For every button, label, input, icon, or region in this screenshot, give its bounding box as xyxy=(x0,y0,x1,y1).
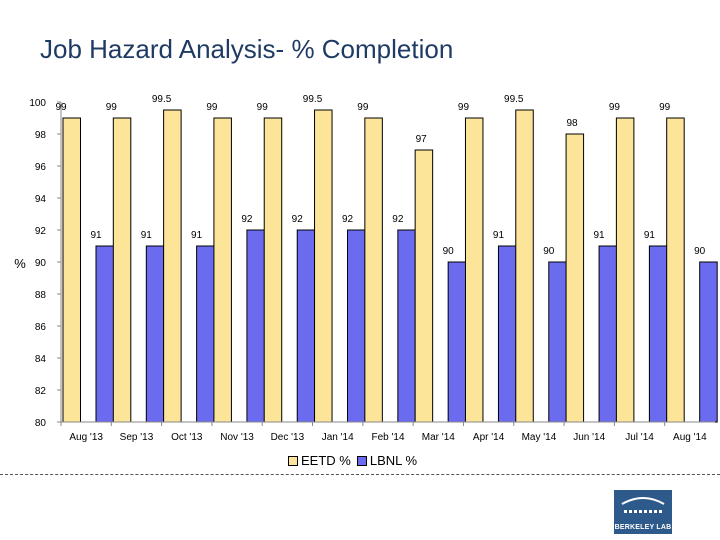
y-tick-label: 88 xyxy=(35,290,47,301)
data-label-eetd: 99.5 xyxy=(152,94,172,105)
y-tick-label: 82 xyxy=(35,386,47,397)
data-label-lbnl: 91 xyxy=(644,230,656,241)
bar-lbnl xyxy=(397,229,416,423)
x-tick-label: Mar '14 xyxy=(422,432,455,443)
bar-lbnl xyxy=(699,261,718,423)
y-tick-label: 90 xyxy=(35,258,47,269)
bar-eetd xyxy=(364,117,383,423)
x-tick-label: Apr '14 xyxy=(473,432,505,443)
data-label-lbnl: 91 xyxy=(191,230,203,241)
bar-eetd xyxy=(263,117,283,423)
data-label-lbnl: 92 xyxy=(292,214,304,225)
bar-lbnl xyxy=(196,245,215,423)
data-label-eetd: 99.5 xyxy=(504,94,524,105)
x-tick-label: Jun '14 xyxy=(573,432,605,443)
data-label-lbnl: 92 xyxy=(392,214,404,225)
data-label-eetd: 99.5 xyxy=(303,94,323,105)
legend-item-lbnl: LBNL % xyxy=(356,453,418,468)
data-label-lbnl: 90 xyxy=(443,246,455,257)
legend-label-eetd: EETD % xyxy=(301,453,351,468)
logo-building-icon xyxy=(621,497,665,513)
data-label-lbnl: 90 xyxy=(694,246,706,257)
bar-eetd xyxy=(112,117,132,423)
y-tick-label: 96 xyxy=(35,162,47,173)
x-tick-label: Jul '14 xyxy=(625,432,654,443)
bar-lbnl xyxy=(497,245,517,423)
data-label-lbnl: 91 xyxy=(594,230,606,241)
bar-eetd xyxy=(615,117,635,423)
data-label-eetd: 97 xyxy=(416,134,428,145)
bar-lbnl xyxy=(296,229,316,423)
bar-eetd xyxy=(565,133,585,423)
x-tick-label: Aug '13 xyxy=(69,432,103,443)
bar-eetd xyxy=(666,117,685,423)
bar-lbnl xyxy=(598,245,618,423)
legend-item-eetd: EETD % xyxy=(288,453,351,468)
data-label-eetd: 99 xyxy=(257,102,269,113)
chart-title: Job Hazard Analysis- % Completion xyxy=(40,34,454,64)
bar-lbnl xyxy=(95,245,114,423)
x-tick-label: Jan '14 xyxy=(322,432,354,443)
y-tick-label: 100 xyxy=(29,98,46,109)
x-tick-label: Aug '14 xyxy=(673,432,707,443)
x-tick-label: Nov '13 xyxy=(220,432,254,443)
y-axis-label: % xyxy=(14,256,26,271)
y-tick-label: 80 xyxy=(35,418,47,429)
y-tick-label: 98 xyxy=(35,130,47,141)
data-label-lbnl: 92 xyxy=(342,214,354,225)
bar-lbnl xyxy=(347,229,366,423)
data-label-eetd: 99 xyxy=(609,102,621,113)
legend: EETD % LBNL % xyxy=(288,453,417,468)
data-label-lbnl: 92 xyxy=(241,214,253,225)
bar-eetd xyxy=(464,117,484,423)
bar-lbnl xyxy=(246,229,265,423)
data-label-eetd: 99 xyxy=(106,102,118,113)
bar-eetd xyxy=(62,117,81,423)
y-tick-label: 94 xyxy=(35,194,47,205)
y-tick-label: 92 xyxy=(35,226,47,237)
bar-eetd xyxy=(414,149,434,423)
x-tick-label: May '14 xyxy=(522,432,557,443)
legend-label-lbnl: LBNL % xyxy=(369,453,418,468)
berkeley-lab-logo: BERKELEY LAB xyxy=(614,490,672,534)
legend-swatch-eetd xyxy=(288,455,298,466)
data-label-eetd: 99 xyxy=(458,102,470,113)
data-label-lbnl: 91 xyxy=(90,230,102,241)
bar-lbnl xyxy=(548,261,567,423)
bar-eetd xyxy=(314,109,333,423)
data-label-lbnl: 91 xyxy=(493,230,505,241)
data-label-eetd: 99 xyxy=(659,102,671,113)
x-tick-label: Sep '13 xyxy=(120,432,154,443)
y-tick-label: 86 xyxy=(35,322,47,333)
legend-swatch-lbnl xyxy=(356,455,367,466)
footer-divider xyxy=(0,474,720,475)
x-tick-label: Oct '13 xyxy=(171,432,203,443)
bar-lbnl xyxy=(648,245,668,423)
x-tick-label: Feb '14 xyxy=(371,432,404,443)
data-label-lbnl: 90 xyxy=(543,246,555,257)
bar-chart: 80 82 84 86 88 90 92 94 96 98 100% Aug '13 Sep '13 Oc… xyxy=(14,94,718,443)
bar-eetd xyxy=(515,109,534,423)
data-label-lbnl: 91 xyxy=(141,230,153,241)
bar-lbnl xyxy=(145,245,165,423)
bar-lbnl xyxy=(447,261,467,423)
data-label-eetd: 99 xyxy=(357,102,369,113)
data-label-eetd: 98 xyxy=(567,118,579,129)
logo-text: BERKELEY LAB xyxy=(614,524,672,531)
bar-eetd xyxy=(213,117,232,423)
y-tick-label: 84 xyxy=(35,354,47,365)
x-tick-label: Dec '13 xyxy=(271,432,305,443)
data-label-eetd: 99 xyxy=(206,102,218,113)
bar-eetd xyxy=(163,109,182,423)
